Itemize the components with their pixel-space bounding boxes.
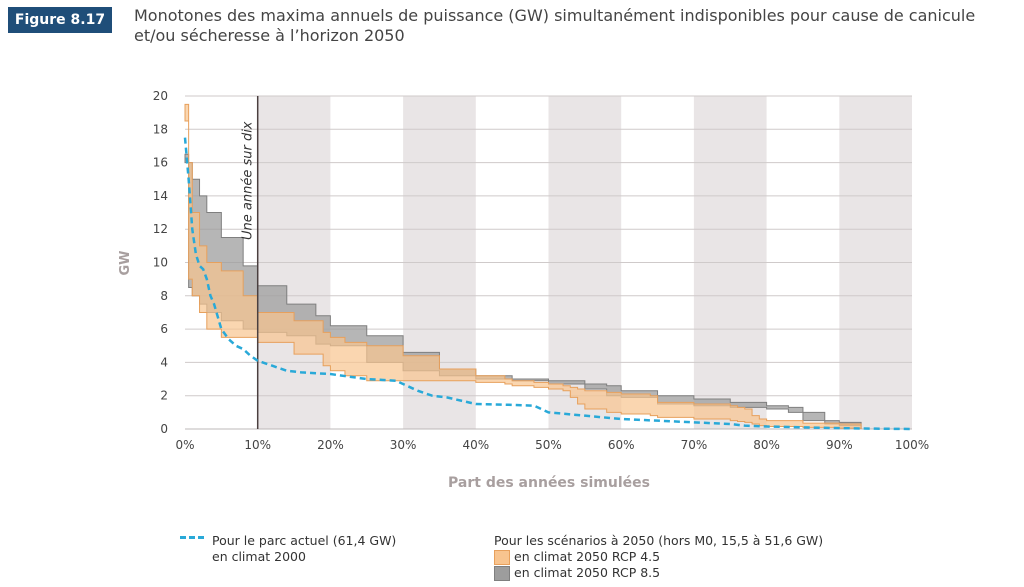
legend-label-rcp45: en climat 2050 RCP 4.5	[514, 549, 661, 564]
x-tick-label: 70%	[681, 438, 708, 452]
y-tick-label: 2	[160, 389, 168, 403]
x-axis-ticks: 0% 10% 20% 30% 40% 50% 60% 70% 80% 90% 100%	[175, 438, 929, 452]
chart-title: Monotones des maxima annuels de puissanc…	[134, 6, 1019, 46]
legend-scenarios-heading: Pour les scénarios à 2050 (hors M0, 15,5…	[494, 533, 824, 548]
legend-entry-current: Pour le parc actuel (61,4 GW) en climat …	[180, 533, 396, 565]
chart-title-line-1: Monotones des maxima annuels de puissanc…	[134, 6, 976, 25]
legend-swatch-current	[180, 536, 204, 546]
legend-swatch-rcp85	[494, 566, 510, 581]
chart-title-line-2: et/ou sécheresse à l’horizon 2050	[134, 26, 405, 45]
figure-label: Figure 8.17	[8, 7, 112, 33]
x-axis-label: Part des années simulées	[448, 475, 650, 491]
x-tick-label: 20%	[317, 438, 344, 452]
legend-current-line-2: en climat 2000	[212, 549, 306, 564]
x-tick-label: 40%	[462, 438, 489, 452]
x-tick-label: 80%	[753, 438, 780, 452]
legend-text-current: Pour le parc actuel (61,4 GW) en climat …	[212, 533, 396, 565]
legend-label-rcp85: en climat 2050 RCP 8.5	[514, 565, 661, 580]
legend-entry-rcp45: en climat 2050 RCP 4.5	[494, 549, 823, 565]
y-tick-label: 0	[160, 422, 168, 436]
legend-entry-rcp85: en climat 2050 RCP 8.5	[494, 565, 823, 581]
y-tick-label: 4	[160, 355, 168, 369]
legend-scenarios: Pour les scénarios à 2050 (hors M0, 15,5…	[494, 533, 823, 581]
y-tick-label: 16	[153, 156, 168, 170]
x-tick-label: 30%	[390, 438, 417, 452]
x-tick-label: 10%	[244, 438, 271, 452]
x-tick-label: 50%	[535, 438, 562, 452]
annotation-label: Une année sur dix	[241, 121, 256, 240]
x-tick-label: 60%	[608, 438, 635, 452]
x-tick-label: 90%	[826, 438, 853, 452]
annotation-group: Une année sur dix	[241, 96, 259, 429]
y-tick-label: 12	[153, 222, 168, 236]
y-tick-label: 14	[153, 189, 168, 203]
x-tick-label: 0%	[175, 438, 194, 452]
y-tick-label: 20	[153, 89, 168, 103]
y-axis-ticks: 0 2 4 6 8 10 12 14 16 18 20	[153, 89, 168, 436]
y-tick-label: 18	[153, 122, 168, 136]
y-axis-label: GW	[118, 250, 133, 275]
series-current	[183, 137, 913, 431]
x-tick-label: 100%	[895, 438, 929, 452]
y-tick-label: 6	[160, 322, 168, 336]
y-tick-label: 10	[153, 256, 168, 270]
y-tick-label: 8	[160, 289, 168, 303]
line-current	[183, 137, 913, 431]
legend-swatch-rcp45	[494, 550, 510, 565]
legend-current-line-1: Pour le parc actuel (61,4 GW)	[212, 533, 397, 548]
legend-current: Pour le parc actuel (61,4 GW) en climat …	[180, 533, 396, 565]
